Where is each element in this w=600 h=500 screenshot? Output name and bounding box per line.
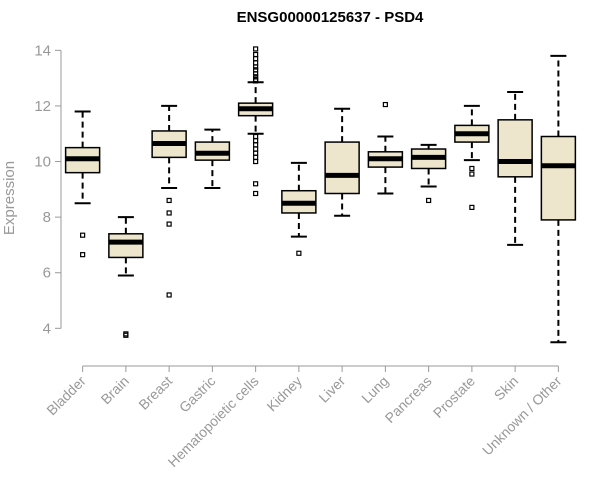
y-tick-label: 12: [34, 98, 51, 115]
box-group: [367, 101, 404, 195]
box-group: [497, 91, 533, 246]
outlier-point: [253, 146, 259, 152]
box-group: [281, 161, 317, 256]
outlier-point: [253, 190, 259, 197]
y-axis: 4 6 8 10 12 14: [34, 42, 62, 337]
outlier-point: [253, 46, 259, 52]
outlier-point: [253, 56, 259, 62]
outlier-point: [253, 74, 259, 80]
outlier-point: [253, 76, 259, 83]
outlier-point: [166, 221, 172, 227]
box-group: [151, 104, 187, 298]
outlier-point: [426, 197, 432, 204]
x-tick-label: Kidney: [263, 373, 305, 415]
x-tick-label: Unknown / Other: [479, 373, 565, 459]
outlier-point: [253, 78, 259, 84]
y-tick-label: 14: [34, 42, 51, 59]
y-tick-label: 4: [43, 320, 51, 337]
box-group: [410, 143, 447, 204]
box-group: [454, 104, 490, 210]
outlier-point: [166, 197, 172, 204]
y-axis-label: Expression: [1, 161, 18, 235]
outlier-point: [80, 232, 86, 238]
outlier-point: [253, 71, 259, 77]
box-group: [324, 107, 360, 217]
x-tick-label: Brain: [98, 373, 132, 407]
outlier-point: [253, 133, 259, 140]
box-group: [237, 46, 274, 197]
outlier-point: [469, 171, 475, 177]
box-body: [540, 135, 577, 221]
box-body: [108, 233, 144, 259]
x-tick-label: Skin: [491, 373, 522, 404]
box-body: [497, 119, 533, 178]
outlier-point: [469, 204, 475, 210]
outlier-point: [253, 154, 259, 160]
outlier-point: [253, 64, 259, 70]
outlier-point: [166, 292, 172, 298]
x-tick-label: Gastric: [176, 373, 219, 416]
y-tick-label: 10: [34, 154, 51, 171]
box-group: [108, 216, 144, 338]
x-tick-label: Pancreas: [382, 373, 435, 426]
outlier-point: [253, 158, 259, 165]
y-tick-label: 8: [43, 209, 51, 226]
chart-title: ENSG00000125637 - PSD4: [237, 9, 424, 26]
box-series: [64, 46, 577, 344]
outlier-point: [253, 181, 259, 187]
outlier-point: [382, 101, 388, 108]
x-tick-label: Bladder: [43, 373, 89, 419]
outlier-point: [253, 67, 259, 73]
outlier-point: [296, 250, 302, 256]
outlier-point: [253, 51, 259, 58]
outlier-point: [253, 142, 259, 148]
x-tick-label: Prostate: [430, 373, 478, 421]
box-body: [324, 141, 360, 195]
outlier-point: [166, 210, 172, 216]
x-tick-label: Lung: [358, 373, 391, 406]
outlier-point: [80, 252, 86, 258]
box-group: [64, 110, 101, 258]
outlier-point: [469, 165, 475, 172]
outlier-point: [253, 60, 259, 66]
outlier-point: [123, 332, 129, 338]
box-group: [540, 54, 577, 344]
x-tick-label: Breast: [135, 373, 175, 413]
outlier-point: [253, 150, 259, 156]
y-tick-label: 6: [43, 265, 51, 282]
x-tick-label: Liver: [315, 373, 348, 406]
outlier-point: [253, 138, 259, 144]
box-group: [194, 128, 231, 189]
